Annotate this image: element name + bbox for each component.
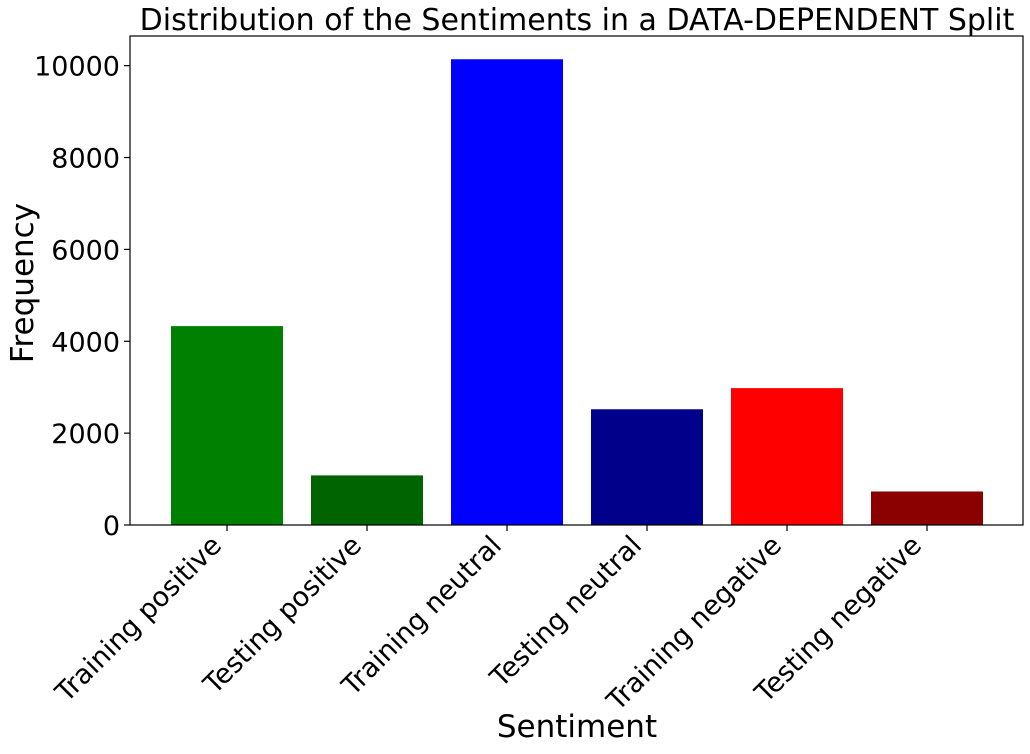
bar-testing-negative <box>871 491 983 525</box>
y-axis-label: Frequency <box>5 203 41 363</box>
y-tick-label: 4000 <box>51 327 120 358</box>
y-axis: 0 2000 4000 6000 8000 10000 <box>34 52 130 542</box>
y-tick-label: 10000 <box>34 52 120 83</box>
bar-training-neutral <box>451 59 563 525</box>
bar-testing-positive <box>311 475 423 525</box>
bar-training-positive <box>171 326 283 525</box>
chart-title: Distribution of the Sentiments in a DATA… <box>140 3 1015 38</box>
y-tick-label: 8000 <box>51 144 120 175</box>
bar-testing-neutral <box>591 409 703 525</box>
x-axis-label: Sentiment <box>497 709 657 745</box>
y-tick-label: 0 <box>103 511 120 542</box>
y-tick-label: 6000 <box>51 235 120 266</box>
plot-area-frame <box>129 35 1024 526</box>
bars-group <box>171 59 983 525</box>
bar-training-negative <box>731 388 843 525</box>
x-tick-label: Testing neutral <box>484 530 648 694</box>
y-tick-label: 2000 <box>51 419 120 450</box>
